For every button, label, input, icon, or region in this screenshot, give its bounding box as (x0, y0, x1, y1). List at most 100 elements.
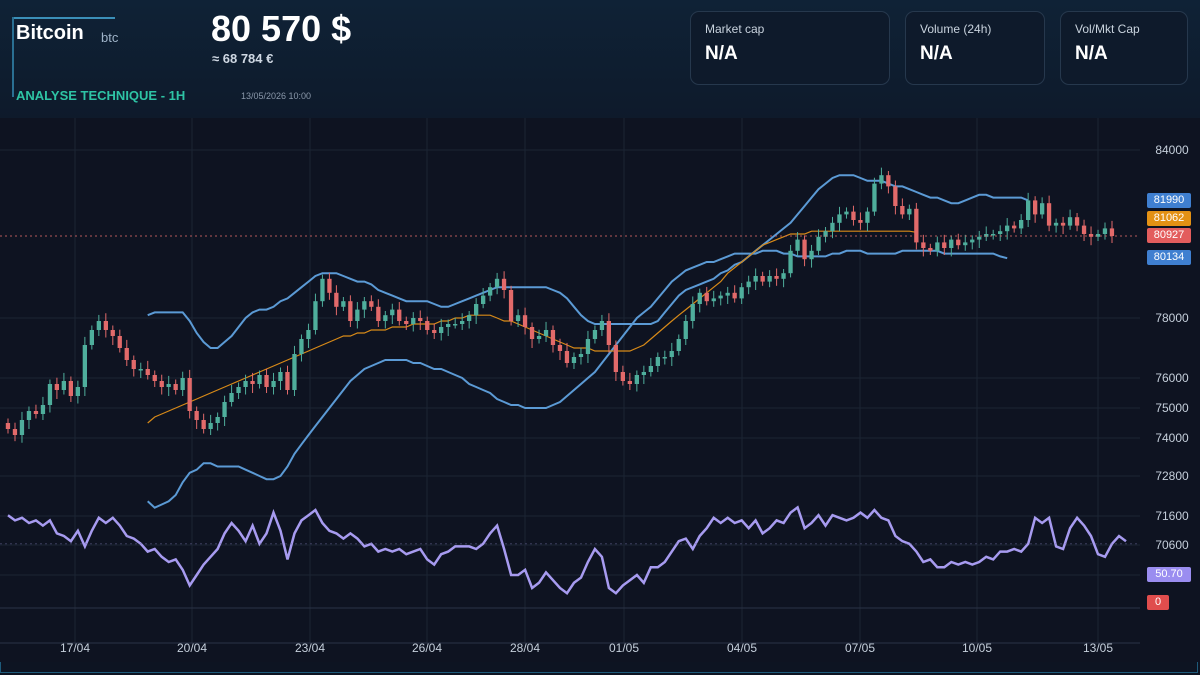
candle-body (173, 384, 178, 390)
candle-body (760, 276, 765, 282)
chart-area[interactable]: 84000 78000 76000 75000 74000 72800 71600 70600… (0, 118, 1200, 662)
candle-body (299, 339, 304, 354)
candle-body (96, 321, 101, 330)
candle-body (425, 321, 430, 330)
candle-body (851, 211, 856, 220)
header-accent-bar (12, 17, 14, 97)
candle-body (564, 351, 570, 363)
candle-body (494, 278, 500, 288)
candle-body (313, 301, 318, 330)
candle-body (250, 381, 255, 384)
candle-body (662, 357, 667, 359)
x-tick-label: 20/04 (177, 641, 207, 655)
candle-body (746, 281, 751, 288)
analysis-label: ANALYSE TECHNIQUE - 1H (16, 88, 186, 103)
candle-body (1074, 217, 1080, 226)
candle-body (453, 324, 458, 326)
candle-body (243, 381, 248, 387)
price-eur: ≈ 68 784 € (212, 51, 274, 66)
candle-body (446, 324, 451, 327)
candle-body (432, 330, 437, 333)
y-tick-label: 71600 (1155, 509, 1189, 523)
candle-body (704, 292, 709, 302)
candle-body (278, 372, 283, 381)
candle-body (802, 239, 807, 260)
candle-body (599, 321, 605, 330)
candle-body (19, 420, 25, 435)
candle-body (75, 387, 80, 396)
candle-body (697, 292, 702, 304)
candle-body (949, 239, 954, 248)
candle-body (606, 321, 611, 345)
candle-body (543, 330, 549, 336)
market-cap-value: N/A (705, 43, 738, 64)
candle-body (271, 381, 276, 387)
candle-body (781, 273, 786, 279)
candle-body (194, 411, 199, 420)
x-tick-label: 01/05 (609, 641, 639, 655)
ma-tag: 81062 (1147, 211, 1191, 226)
volume-card: Volume (24h) N/A (905, 11, 1045, 85)
candle-body (152, 375, 157, 381)
candle-body (991, 234, 996, 236)
candle-body (285, 372, 290, 390)
candle-body (816, 236, 821, 251)
candle-body (82, 345, 87, 387)
candle-body (788, 250, 793, 274)
last-price-tag: 80927 (1147, 228, 1191, 243)
candle-body (348, 301, 353, 321)
candle-body (935, 242, 940, 251)
candle-body (1033, 200, 1038, 215)
bollinger-upper-tag: 81990 (1147, 193, 1191, 208)
candle-body (683, 321, 688, 339)
candle-body (334, 292, 339, 307)
candle-body (809, 250, 814, 260)
candle-body (40, 405, 46, 414)
candle-body (886, 175, 891, 187)
x-tick-label: 13/05 (1083, 641, 1113, 655)
candle-body (732, 292, 737, 299)
candle-body (201, 420, 206, 429)
candle-body (571, 357, 577, 363)
candle-body (585, 339, 591, 354)
candle-body (774, 276, 779, 279)
candle-body (390, 309, 395, 316)
candle-body (928, 248, 933, 251)
candle-body (844, 211, 849, 215)
candle-body (907, 208, 912, 215)
candle-body (124, 348, 129, 360)
price-chart: 84000 78000 76000 75000 74000 72800 71600 70600… (0, 118, 1189, 655)
candle-body (33, 411, 39, 414)
candle-body (103, 321, 108, 330)
candle-body (529, 327, 535, 339)
candle-body (942, 242, 947, 248)
candle-body (159, 381, 164, 387)
x-tick-label: 10/05 (962, 641, 992, 655)
candle-body (872, 183, 877, 212)
candle-body (1053, 222, 1059, 226)
vol-mkt-cap-value: N/A (1075, 43, 1108, 64)
timestamp: 13/05/2026 10:00 (241, 91, 312, 101)
candle-body (613, 345, 618, 372)
y-tick-label: 75000 (1155, 401, 1189, 415)
candle-body (823, 231, 828, 237)
candle-body (355, 309, 360, 321)
vol-mkt-cap-label: Vol/Mkt Cap (1075, 22, 1140, 36)
candle-body (620, 372, 625, 381)
candle-body (68, 381, 73, 396)
candle-body (306, 330, 311, 339)
candle-body (578, 354, 584, 357)
candle-body (956, 239, 961, 246)
candle-body (900, 206, 905, 215)
candle-body (641, 372, 646, 375)
candle-body (383, 315, 388, 321)
candle-body (5, 423, 11, 429)
candle-body (89, 330, 94, 345)
candle-body (508, 290, 514, 321)
candle-body (488, 287, 493, 296)
candle-body (718, 295, 723, 299)
candle-body (110, 330, 115, 336)
candle-body (418, 318, 423, 321)
candle-body (739, 287, 744, 299)
candle-body (180, 378, 185, 390)
